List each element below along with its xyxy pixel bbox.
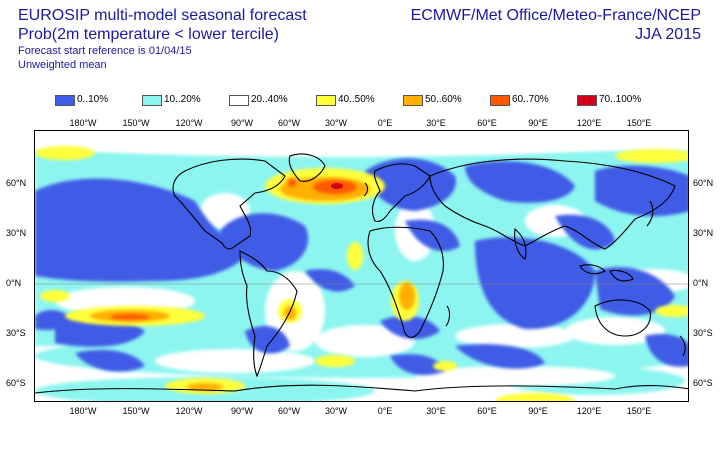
legend-swatch <box>577 95 597 106</box>
lon-tick-label: 30°E <box>426 118 446 128</box>
forecast-reference: Forecast start reference is 01/04/15 <box>18 45 192 57</box>
legend-swatch <box>55 95 75 106</box>
lon-tick-label: 90°W <box>230 118 254 128</box>
lat-tick-label: 0°N <box>6 278 22 288</box>
legend-swatch <box>490 95 510 106</box>
lon-tick-label: 150°W <box>122 406 150 416</box>
lon-tick-label: 90°W <box>230 406 254 416</box>
lon-tick-label: 120°W <box>175 118 203 128</box>
header-right: ECMWF/Met Office/Meteo-France/NCEP JJA 2… <box>411 6 701 44</box>
lon-tick-label: 90°E <box>528 406 548 416</box>
lat-tick-label: 60°N <box>693 178 714 188</box>
map-subtitle: Prob(2m temperature < lower tercile) <box>18 26 279 43</box>
legend-label: 20..40% <box>251 94 288 105</box>
legend-label: 40..50% <box>338 94 375 105</box>
band-0-10 <box>35 158 688 376</box>
lat-tick-label: 60°N <box>6 178 27 188</box>
header-left: EUROSIP multi-model seasonal forecast Pr… <box>18 6 307 72</box>
lat-tick-label: 30°S <box>693 328 713 338</box>
band-70-100 <box>331 183 343 189</box>
lon-tick-label: 60°E <box>477 118 497 128</box>
world-map <box>34 130 689 402</box>
lon-tick-label: 120°W <box>175 406 203 416</box>
lon-tick-label: 180°W <box>69 118 97 128</box>
lon-tick-label: 30°W <box>324 118 348 128</box>
season-label: JJA 2015 <box>635 26 701 43</box>
lon-tick-label: 30°W <box>324 406 348 416</box>
lon-tick-label: 0°E <box>377 406 393 416</box>
lon-tick-label: 180°W <box>69 406 97 416</box>
mean-type: Unweighted mean <box>18 59 107 71</box>
lat-tick-label: 60°S <box>693 378 713 388</box>
lon-tick-label: 120°E <box>576 406 602 416</box>
legend-swatch <box>403 95 423 106</box>
legend-label: 10..20% <box>164 94 201 105</box>
legend-swatch <box>142 95 162 106</box>
lon-tick-label: 30°E <box>426 406 446 416</box>
map-canvas <box>35 131 688 401</box>
lon-tick-label: 150°E <box>626 406 652 416</box>
band-20-40-patches <box>35 131 688 386</box>
coastlines <box>35 153 688 394</box>
lat-tick-label: 0°N <box>693 278 709 288</box>
lat-tick-label: 30°S <box>6 328 26 338</box>
legend-label: 50..60% <box>425 94 462 105</box>
legend-swatch <box>316 95 336 106</box>
lon-tick-label: 150°E <box>626 118 652 128</box>
legend-label: 60..70% <box>512 94 549 105</box>
lat-tick-label: 30°N <box>693 228 714 238</box>
map-title: EUROSIP multi-model seasonal forecast <box>18 7 307 24</box>
legend-label: 70..100% <box>599 94 642 105</box>
legend-swatch <box>229 95 249 106</box>
lon-tick-label: 120°E <box>576 118 602 128</box>
color-legend: 0..10% 10..20% 20..40% 40..50% 50..60% 60..70… <box>0 93 723 109</box>
lon-tick-label: 150°W <box>122 118 150 128</box>
lat-tick-label: 30°N <box>6 228 27 238</box>
lat-tick-label: 60°S <box>6 378 26 388</box>
lon-tick-label: 90°E <box>528 118 548 128</box>
lon-tick-label: 0°E <box>377 118 393 128</box>
centres-label: ECMWF/Met Office/Meteo-France/NCEP <box>410 7 701 24</box>
legend-label: 0..10% <box>77 94 109 105</box>
lon-tick-label: 60°W <box>277 406 301 416</box>
lon-tick-label: 60°W <box>277 118 301 128</box>
lon-tick-label: 60°E <box>477 406 497 416</box>
